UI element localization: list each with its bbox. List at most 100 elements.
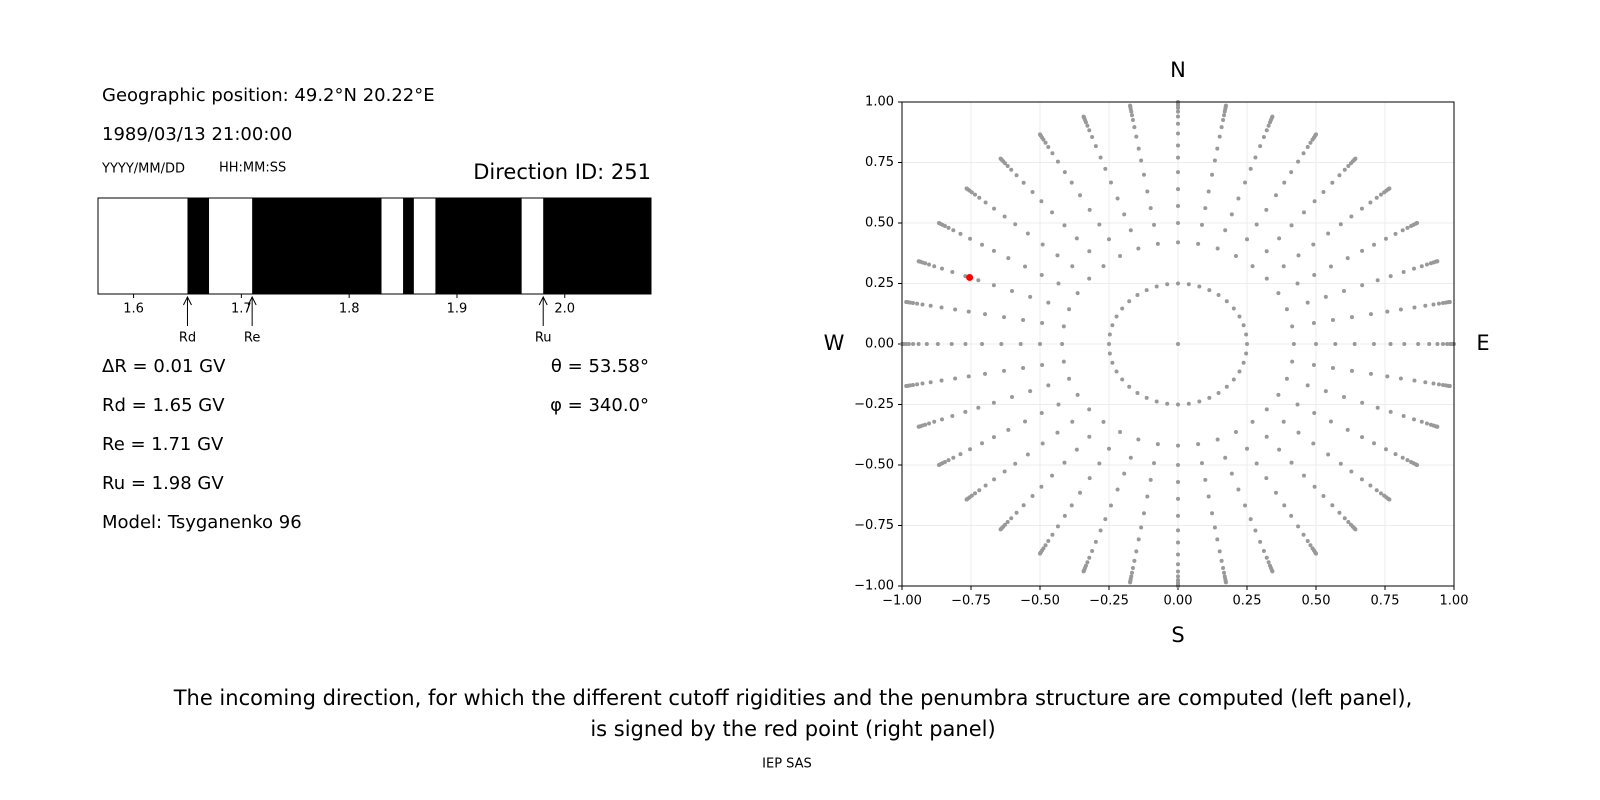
direction-point [1223, 103, 1228, 108]
direction-point [1237, 314, 1242, 319]
direction-point [1412, 266, 1417, 271]
direction-point [958, 231, 963, 236]
direction-point [1349, 469, 1354, 474]
direction-point [1368, 483, 1373, 488]
direction-point [1291, 342, 1296, 346]
direction-point [1312, 199, 1317, 204]
direction-point [1021, 365, 1026, 370]
direction-point [1219, 558, 1224, 563]
direction-point [1110, 323, 1115, 328]
direction-point [1398, 307, 1403, 312]
direction-point [1107, 332, 1112, 337]
direction-point [1296, 524, 1301, 529]
direction-point [1321, 494, 1326, 499]
direction-point [1305, 383, 1310, 388]
direction-point [1401, 269, 1406, 274]
direction-point [1241, 360, 1246, 365]
direction-point [1009, 167, 1014, 172]
direction-point [1018, 342, 1023, 346]
direction-point [1176, 281, 1180, 286]
x-tick-label: 1.00 [1440, 594, 1469, 609]
direction-point [1056, 402, 1061, 407]
direction-point [1427, 342, 1432, 346]
direction-point [1258, 144, 1263, 149]
direction-point [1264, 276, 1269, 281]
y-tick-label: 0.25 [865, 276, 894, 291]
direction-point [1219, 125, 1224, 130]
direction-point [906, 342, 911, 346]
direction-point [1349, 214, 1354, 219]
direction-point [951, 455, 956, 460]
direction-point [966, 309, 971, 314]
direction-point [1253, 155, 1258, 160]
direction-point [1371, 441, 1376, 446]
direction-point [1415, 221, 1420, 225]
info-line: Ru = 1.98 GV [102, 473, 224, 494]
direction-point [1419, 419, 1424, 424]
direction-point [1176, 552, 1180, 557]
caption: The incoming direction, for which the di… [173, 686, 1413, 710]
direction-point [1046, 300, 1051, 305]
direction-point [1148, 206, 1153, 211]
direction-point [1423, 303, 1428, 308]
direction-point [1323, 389, 1328, 394]
direction-point [1203, 477, 1208, 482]
direction-point [1371, 342, 1376, 346]
direction-point [1028, 294, 1033, 299]
direction-point [1134, 549, 1139, 554]
direction-point [1359, 206, 1364, 211]
direction-point [1424, 421, 1429, 426]
direction-point [1120, 377, 1125, 382]
direction-point [1206, 189, 1211, 194]
direction-point [1038, 132, 1042, 137]
direction-point [1025, 231, 1030, 236]
direction-point [1352, 342, 1357, 346]
direction-point [1134, 134, 1139, 139]
direction-point [991, 283, 996, 288]
x-tick-label: 0.50 [1302, 594, 1331, 609]
direction-point [1273, 193, 1278, 198]
direction-point [1405, 458, 1410, 463]
direction-point [1136, 537, 1141, 542]
info-line: Re = 1.71 GV [102, 434, 224, 455]
direction-point [1010, 289, 1015, 294]
direction-point [1412, 305, 1417, 310]
direction-point [1135, 390, 1140, 395]
direction-point [1360, 435, 1365, 440]
direction-point [1301, 473, 1306, 478]
direction-point [1374, 195, 1379, 200]
direction-point [1305, 144, 1310, 149]
direction-point [1250, 419, 1255, 424]
direction-point [1021, 180, 1026, 185]
direction-point [1108, 503, 1113, 508]
direction-point [1224, 384, 1229, 389]
direction-point [1028, 389, 1033, 394]
direction-point [1295, 281, 1300, 286]
direction-point [1030, 189, 1035, 194]
direction-point [1087, 128, 1092, 133]
direction-point [1328, 419, 1333, 424]
direction-point [1176, 170, 1180, 175]
direction-point [1301, 210, 1306, 215]
direction-point [1328, 264, 1333, 269]
direction-point [916, 342, 921, 346]
direction-point [1176, 574, 1180, 579]
direction-point [915, 382, 920, 387]
direction-point [1253, 528, 1258, 533]
direction-point [1040, 242, 1045, 247]
direction-point [1435, 342, 1440, 346]
direction-point [1312, 484, 1317, 489]
direction-point [1419, 264, 1424, 269]
datetime: 1989/03/13 21:00:00 [102, 124, 292, 145]
direction-point [1342, 516, 1347, 521]
direction-point [935, 342, 940, 346]
direction-point [1273, 490, 1278, 495]
direction-point [1087, 276, 1092, 281]
direction-point [1378, 491, 1383, 496]
direction-point [1176, 569, 1180, 574]
direction-point [1148, 477, 1153, 482]
direction-point [1290, 324, 1295, 329]
direction-point [1114, 314, 1119, 319]
direction-point [1176, 479, 1180, 484]
direction-point [1388, 274, 1393, 279]
